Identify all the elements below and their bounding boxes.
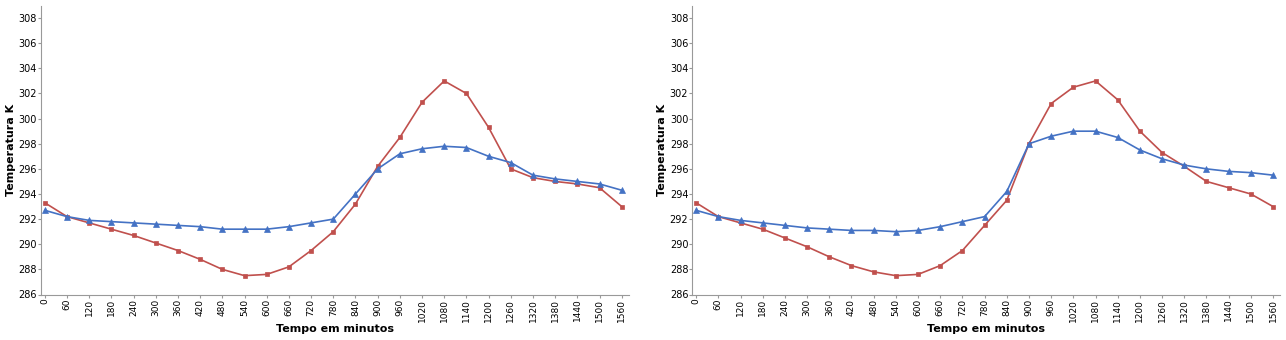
- X-axis label: Tempo em minutos: Tempo em minutos: [276, 324, 394, 335]
- X-axis label: Tempo em minutos: Tempo em minutos: [927, 324, 1046, 335]
- Y-axis label: Temperatura K: Temperatura K: [657, 104, 667, 196]
- Y-axis label: Temperatura K: Temperatura K: [5, 104, 15, 196]
